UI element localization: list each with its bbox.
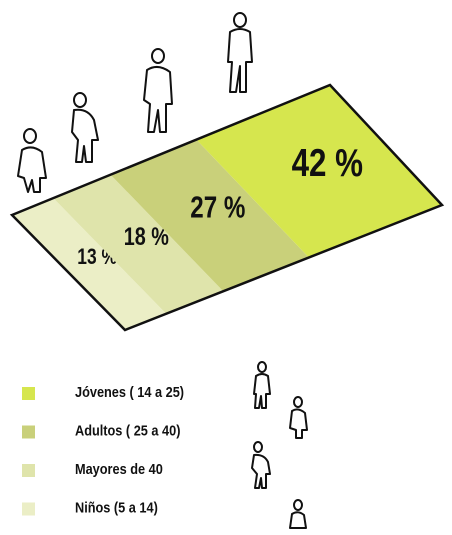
legend-swatch [22, 464, 35, 477]
plot: 13 %18 %27 %42 % [9, 83, 445, 332]
segment [53, 174, 224, 314]
segment [12, 198, 167, 330]
legend-swatch [22, 425, 35, 439]
value-label: 42 % [292, 141, 363, 185]
legend-label: Adultos ( 25 a 40) [75, 421, 180, 438]
people [17, 12, 308, 529]
person [289, 499, 307, 529]
value-label: 27 % [190, 190, 245, 224]
person [227, 12, 253, 93]
legend-label: Jóvenes ( 14 a 25) [75, 383, 184, 400]
person [251, 441, 271, 489]
legend-swatch [22, 387, 35, 400]
legend-label: Mayores de 40 [75, 460, 163, 477]
segment [110, 139, 309, 292]
segment [196, 85, 442, 258]
person [253, 361, 271, 409]
person [71, 92, 99, 163]
outline [9, 83, 445, 332]
legend: Jóvenes ( 14 a 25) Adultos ( 25 a 40) Mayo… [22, 383, 184, 516]
person [17, 128, 47, 193]
value-label: 18 % [124, 223, 169, 251]
person [143, 48, 173, 133]
legend-swatch [22, 502, 35, 516]
legend-label: Niños (5 a 14) [75, 498, 158, 515]
person [289, 396, 308, 439]
